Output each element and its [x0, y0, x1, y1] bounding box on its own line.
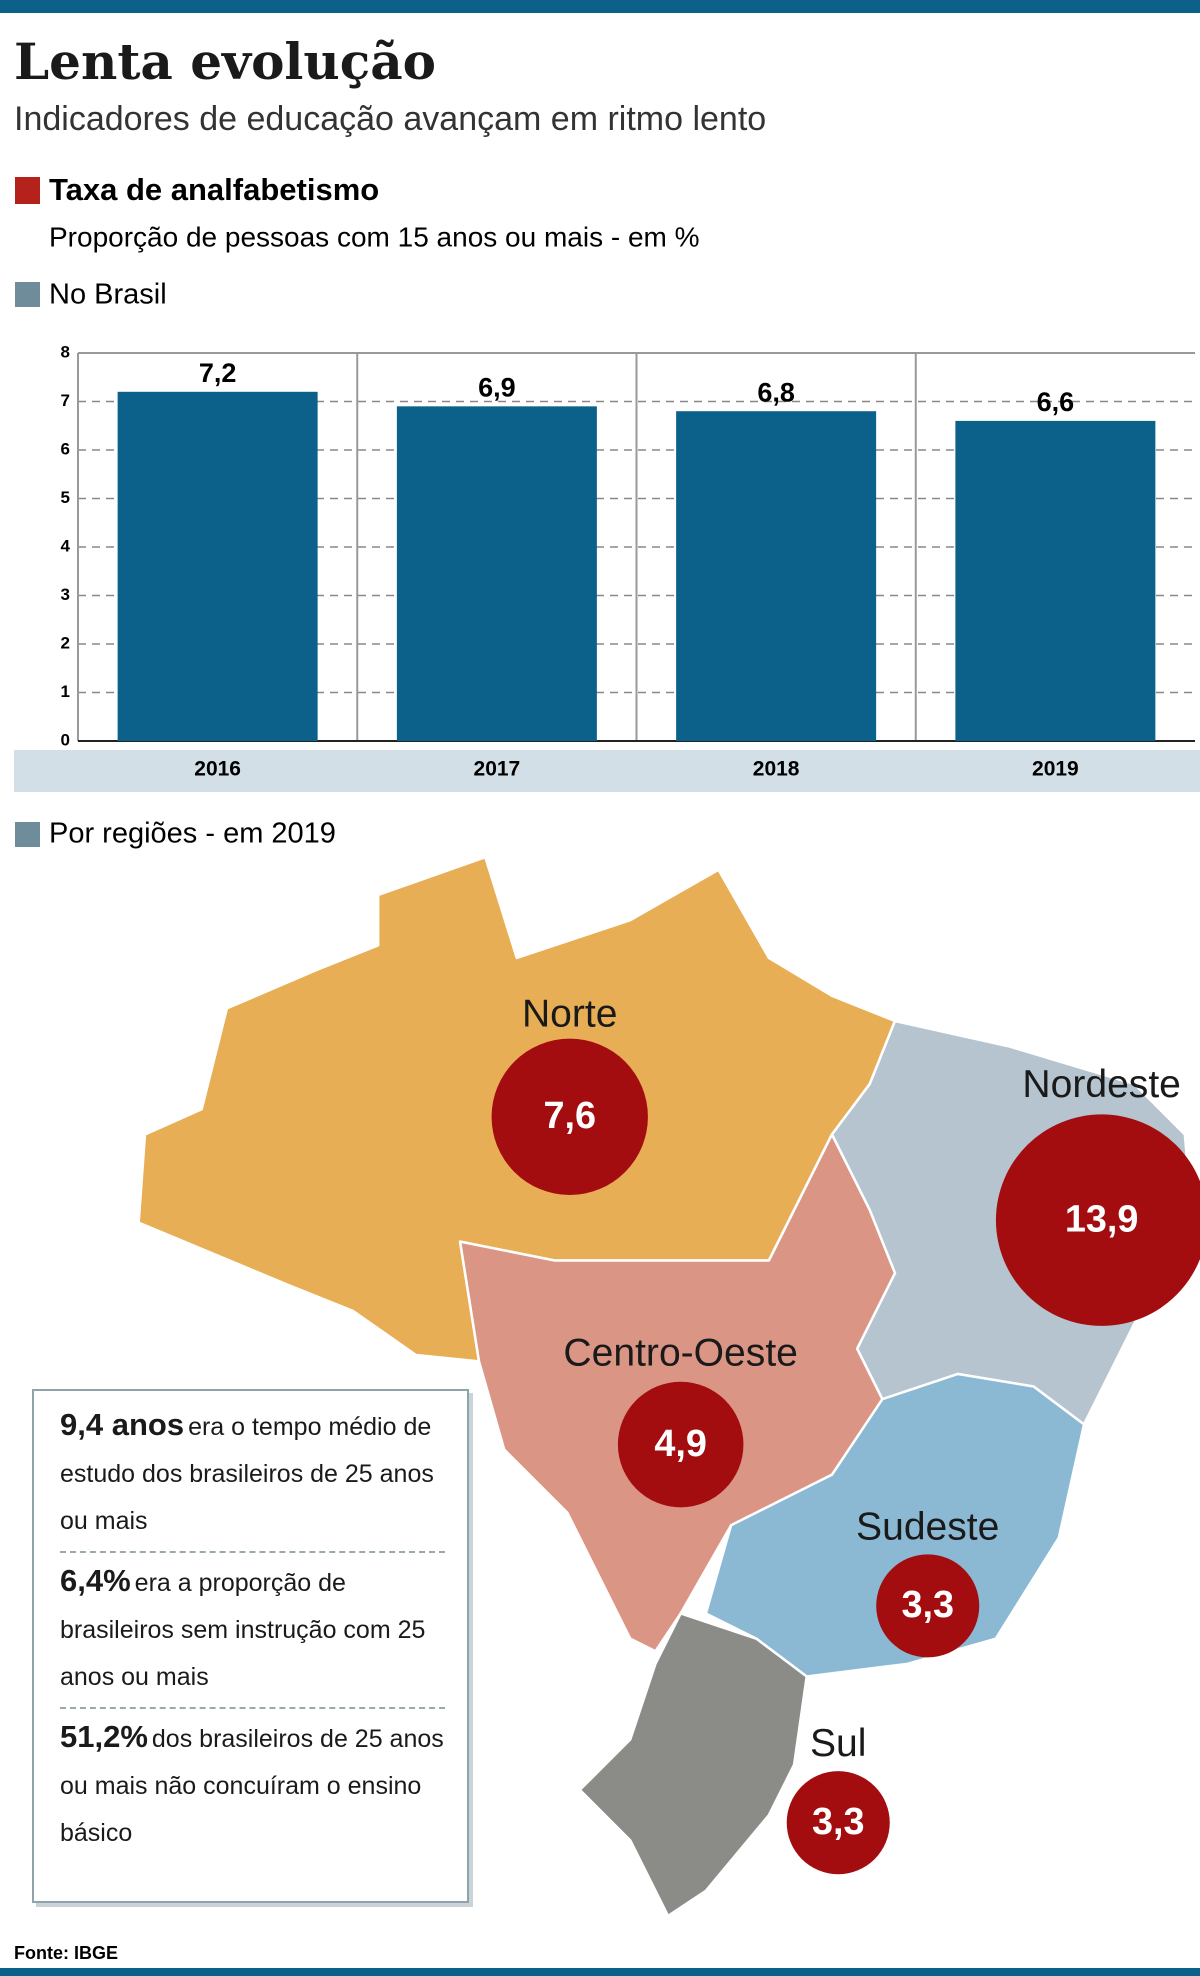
note: 51,2% dos brasileiros de 25 anos ou mais …	[60, 1709, 445, 1863]
y-tick-label: 8	[61, 342, 70, 361]
value-label: 6,9	[478, 372, 516, 402]
value-label: 6,8	[757, 377, 795, 407]
bubble-label: 4,9	[654, 1423, 707, 1465]
y-tick-label: 0	[61, 730, 70, 749]
note-highlight: 51,2%	[60, 1719, 148, 1754]
section-subtitle: Proporção de pessoas com 15 anos ou mais…	[49, 221, 700, 252]
bubble	[876, 1554, 980, 1658]
section-marker	[15, 177, 40, 204]
note-text: era o tempo médio de estudo dos brasilei…	[60, 1413, 434, 1535]
map-title: Por regiões - em 2019	[49, 818, 336, 850]
region-sul	[578, 1612, 808, 1918]
y-tick-label: 3	[61, 585, 70, 604]
stats-box: 9,4 anos era o tempo médio de estudo dos …	[32, 1389, 469, 1903]
x-tick-label: 2017	[474, 758, 521, 781]
bubbles: Norte 7,6 Nordeste 13,9 Centro-Oeste 4,9 Sudes…	[491, 992, 1200, 1875]
bar	[396, 406, 597, 741]
bubble-label: 3,3	[901, 1584, 954, 1626]
y-tick-label: 1	[61, 682, 70, 701]
bubble	[786, 1771, 890, 1875]
note-text: era a proporção de brasileiros sem instr…	[60, 1569, 426, 1691]
subtitle: Indicadores de educação avançam em ritmo…	[14, 100, 766, 138]
region-label: Sudeste	[856, 1505, 999, 1548]
category-strip	[14, 750, 1200, 792]
bubble	[491, 1038, 648, 1195]
bottom-rule	[0, 1968, 1200, 1976]
bubble	[617, 1381, 744, 1508]
note-highlight: 9,4 anos	[60, 1407, 185, 1442]
bubble	[995, 1114, 1200, 1326]
top-rule	[0, 0, 1200, 13]
region-label: Centro-Oeste	[563, 1331, 797, 1374]
bar	[955, 420, 1156, 741]
chart-marker	[15, 282, 40, 307]
section-title: Taxa de analfabetismo	[49, 172, 379, 207]
region-sudeste	[704, 1372, 1086, 1678]
title: Lenta evolução	[14, 32, 436, 91]
y-tick-label: 2	[61, 633, 70, 652]
bar	[676, 411, 877, 741]
bubble-label: 13,9	[1065, 1198, 1139, 1240]
note-highlight: 6,4%	[60, 1563, 131, 1598]
note: 9,4 anos era o tempo médio de estudo dos …	[60, 1397, 445, 1553]
bubble-label: 3,3	[812, 1801, 865, 1843]
x-tick-label: 2018	[753, 758, 800, 781]
chart-title: No Brasil	[49, 279, 167, 311]
y-tick-label: 7	[61, 391, 70, 410]
bar-chart: 0 1 2 3 4 5 6 7 8 7,2 2016 6,9 2017 6,8 2018 6,6 2019	[14, 342, 1200, 792]
x-tick-label: 2019	[1032, 758, 1079, 781]
bubble-label: 7,6	[543, 1095, 596, 1137]
source: Fonte: IBGE	[14, 1943, 118, 1963]
value-label: 7,2	[199, 358, 237, 388]
note-text: dos brasileiros de 25 anos ou mais não c…	[60, 1725, 444, 1847]
note: 6,4% era a proporção de brasileiros sem i…	[60, 1553, 445, 1709]
y-tick-label: 4	[61, 536, 71, 555]
region-label: Nordeste	[1022, 1063, 1181, 1106]
map: Norte 7,6 Nordeste 13,9 Centro-Oeste 4,9 Sudes…	[137, 855, 1200, 1918]
region-label: Sul	[810, 1722, 866, 1765]
bar	[117, 391, 318, 741]
y-tick-label: 5	[61, 488, 70, 507]
x-tick-label: 2016	[194, 758, 241, 781]
map-marker	[15, 822, 40, 847]
y-tick-label: 6	[61, 439, 70, 458]
value-label: 6,6	[1037, 387, 1075, 417]
region-label: Norte	[522, 992, 618, 1035]
